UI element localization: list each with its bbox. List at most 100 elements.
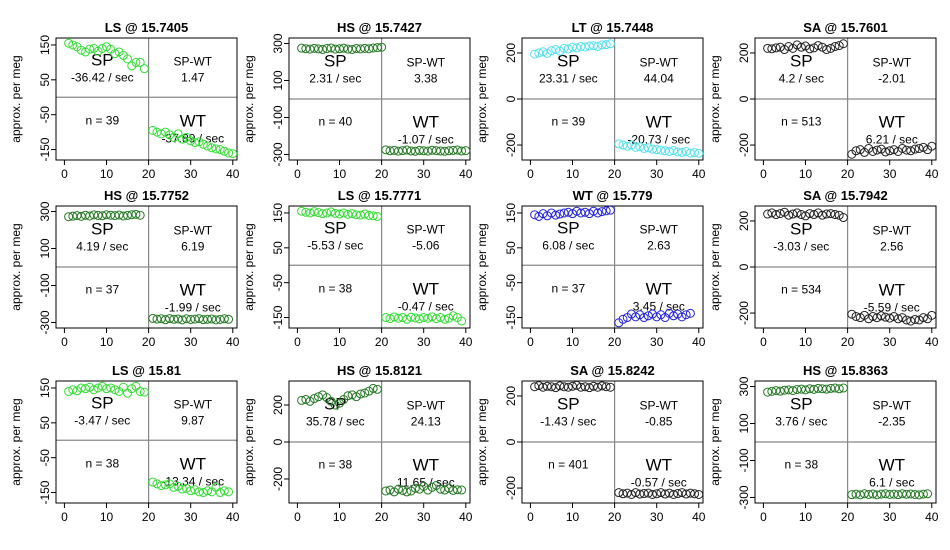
x-tick-label: 20 xyxy=(608,510,622,524)
sp-data-point xyxy=(372,43,382,53)
n-count: n = 40 xyxy=(318,115,352,129)
y-tick-label: -200 xyxy=(737,133,751,157)
wt-data-point xyxy=(643,143,653,153)
y-tick-label: 200 xyxy=(504,386,518,406)
x-tick-label: 20 xyxy=(142,335,156,349)
wt-data-point xyxy=(186,314,196,324)
sp-data-point xyxy=(838,39,848,49)
y-tick-label: 0 xyxy=(737,95,751,102)
wt-label: WT xyxy=(879,113,905,132)
sp-data-point xyxy=(551,210,561,220)
y-axis-label: approx. per meg xyxy=(708,55,722,142)
wt-data-point xyxy=(436,484,446,494)
wt-data-point xyxy=(211,144,221,154)
y-tick-label: -50 xyxy=(271,274,285,292)
wt-data-point xyxy=(461,146,471,156)
wt-data-point xyxy=(906,146,916,156)
wt-label: WT xyxy=(180,281,206,300)
y-tick-label: -150 xyxy=(271,305,285,329)
y-tick-label: 0 xyxy=(504,438,518,445)
sp-rate: 35.78 / sec xyxy=(306,415,365,429)
sp-data-point xyxy=(135,386,145,396)
sp-label: SP xyxy=(790,220,813,239)
x-tick-label: 0 xyxy=(294,335,301,349)
chart-panel-7: WT @ 15.779 approx. per meg 150 50 -50 -150 0 1… xyxy=(475,188,706,349)
spwt-value: 6.19 xyxy=(181,240,205,254)
sp-data-point xyxy=(559,43,569,53)
sp-label: SP xyxy=(557,52,580,71)
sp-data-point xyxy=(834,210,844,220)
sp-data-point xyxy=(817,210,827,220)
spwt-label: SP-WT xyxy=(406,223,445,237)
sp-data-point xyxy=(830,210,840,220)
sp-data-point xyxy=(368,211,378,221)
wt-data-point xyxy=(194,487,204,497)
wt-data-point xyxy=(918,142,928,152)
y-axis-label: approx. per meg xyxy=(242,223,256,310)
spwt-label: SP-WT xyxy=(872,56,911,70)
y-axis-label: approx. per meg xyxy=(475,55,489,142)
sp-data-point xyxy=(85,44,95,54)
chart-panel-9: LS @ 15.81 approx. per meg 150 50 -50 -150 0 10… xyxy=(9,363,240,524)
x-tick-label: 20 xyxy=(375,510,389,524)
sp-data-point xyxy=(796,210,806,220)
sp-data-point xyxy=(64,212,74,222)
wt-label: WT xyxy=(180,112,206,131)
x-tick-label: 30 xyxy=(650,510,664,524)
sp-data-point xyxy=(605,39,615,49)
chart-title: HS @ 15.8363 xyxy=(803,363,888,378)
sp-rate: 3.76 / sec xyxy=(775,415,827,429)
x-tick-label: 20 xyxy=(142,167,156,181)
y-tick-label: -150 xyxy=(38,137,52,161)
y-tick-label: 200 xyxy=(504,43,518,63)
sp-data-point xyxy=(775,209,785,219)
x-tick-label: 0 xyxy=(294,510,301,524)
sp-rate: 23.31 / sec xyxy=(539,72,598,86)
wt-data-point xyxy=(851,146,861,156)
wt-data-point xyxy=(440,146,450,156)
sp-data-point xyxy=(834,384,844,394)
wt-data-point xyxy=(876,311,886,321)
spwt-label: SP-WT xyxy=(872,399,911,413)
x-tick-label: 30 xyxy=(650,335,664,349)
x-tick-label: 0 xyxy=(760,167,767,181)
x-tick-label: 10 xyxy=(799,167,813,181)
n-count: n = 513 xyxy=(781,115,822,129)
sp-data-point xyxy=(580,207,590,217)
wt-data-point xyxy=(160,480,170,490)
sp-label: SP xyxy=(557,395,580,414)
sp-data-point xyxy=(372,211,382,221)
sp-data-point xyxy=(805,44,815,54)
sp-data-point xyxy=(330,400,340,410)
wt-data-point xyxy=(656,145,666,155)
wt-data-point xyxy=(156,129,166,139)
x-tick-label: 40 xyxy=(226,335,240,349)
chart-title: SA @ 15.7601 xyxy=(803,20,887,35)
sp-data-point xyxy=(64,38,74,48)
wt-data-point xyxy=(402,487,412,497)
sp-data-point xyxy=(546,382,556,392)
sp-data-point xyxy=(792,208,802,218)
sp-data-point xyxy=(796,42,806,52)
wt-data-point xyxy=(897,143,907,153)
y-tick-label: -100 xyxy=(271,105,285,129)
plot-frame xyxy=(55,37,238,161)
x-tick-label: 10 xyxy=(100,167,114,181)
y-tick-label: 200 xyxy=(737,211,751,231)
wt-data-point xyxy=(385,485,395,495)
sp-data-point xyxy=(546,208,556,218)
wt-data-point xyxy=(635,142,645,152)
wt-data-point xyxy=(190,138,200,148)
sp-data-point xyxy=(102,384,112,394)
x-tick-label: 20 xyxy=(375,335,389,349)
sp-data-point xyxy=(360,388,370,398)
wt-data-point xyxy=(198,139,208,149)
wt-rate: 6.1 / sec xyxy=(869,476,914,490)
y-axis-label: approx. per meg xyxy=(708,398,722,485)
sp-data-point xyxy=(784,210,794,220)
sp-data-point xyxy=(68,385,78,395)
x-tick-label: 20 xyxy=(841,335,855,349)
x-tick-label: 0 xyxy=(760,510,767,524)
wt-data-point xyxy=(186,136,196,146)
